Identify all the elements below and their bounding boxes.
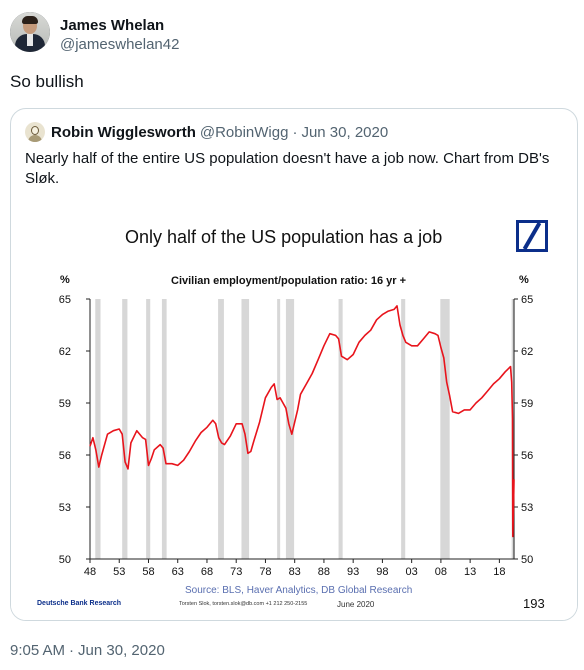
chart-footer-date: June 2020: [337, 600, 375, 609]
chart-title: Only half of the US population has a job: [125, 227, 443, 247]
recession-band: [338, 299, 343, 559]
deutsche-bank-logo-icon: [516, 220, 548, 252]
x-tick-label: 13: [464, 566, 476, 578]
series-line-employment-ratio: [89, 305, 515, 538]
tweet-timestamp[interactable]: 9:05 AM · Jun 30, 2020: [10, 642, 165, 659]
chart-image[interactable]: 65 65 62 62 59 59 56 56 53 53 50 50 48 53 58 63 68 73 78 83…: [11, 203, 577, 620]
x-tick-label: 78: [259, 566, 271, 578]
tweet-header: James Whelan @jameswhelan42: [10, 12, 570, 58]
chart-footer-publisher: Deutsche Bank Research: [37, 600, 122, 607]
x-tick-label: 08: [435, 566, 447, 578]
y-tick-label-left: 53: [59, 502, 71, 514]
recession-band: [401, 299, 406, 559]
y-tick-label-left: 65: [59, 294, 71, 306]
y-tick-label-right: 59: [521, 398, 533, 410]
x-tick-label: 58: [142, 566, 154, 578]
y-axis-unit-right: %: [519, 274, 529, 286]
x-tick-label: 53: [113, 566, 125, 578]
chart-subtitle: Civilian employment/population ratio: 16…: [171, 275, 407, 287]
author-name-block[interactable]: James Whelan @jameswhelan42: [60, 16, 179, 55]
author-handle[interactable]: @jameswhelan42: [60, 36, 180, 53]
recession-band: [146, 299, 151, 559]
y-tick-label-left: 59: [59, 398, 71, 410]
quoted-separator: ·: [292, 123, 298, 141]
y-tick-label-right: 62: [521, 346, 533, 358]
quoted-display-name: Robin Wigglesworth: [51, 123, 196, 141]
x-tick-label: 03: [406, 566, 418, 578]
quoted-tweet[interactable]: Robin Wigglesworth @RobinWigg · Jun 30, …: [10, 108, 578, 621]
chart-page-number: 193: [523, 596, 545, 611]
y-tick-label-left: 50: [59, 554, 71, 566]
quoted-handle: @RobinWigg: [199, 123, 289, 141]
chart-footer-contact: Torsten Slok, torsten.slok@db.com +1 212…: [179, 601, 308, 607]
timestamp-separator: ·: [69, 642, 75, 659]
quoted-avatar: [25, 122, 45, 142]
quoted-header: Robin Wigglesworth @RobinWigg · Jun 30, …: [25, 121, 388, 143]
x-tick-label: 63: [172, 566, 184, 578]
y-tick-label-right: 53: [521, 502, 533, 514]
x-tick-label: 93: [347, 566, 359, 578]
x-tick-label: 73: [230, 566, 242, 578]
recession-band: [218, 299, 224, 559]
recession-band: [440, 299, 450, 559]
recession-band: [241, 299, 250, 559]
chart-source: Source: BLS, Haver Analytics, DB Global …: [185, 585, 413, 596]
y-tick-label-left: 62: [59, 346, 71, 358]
quoted-text: Nearly half of the entire US population …: [25, 150, 550, 187]
recession-band: [95, 299, 101, 559]
chart-svg: 65 65 62 62 59 59 56 56 53 53 50 50 48 53 58 63 68 73 78 83…: [59, 294, 534, 578]
recession-band: [277, 299, 281, 559]
y-axis-unit-left: %: [60, 274, 70, 286]
x-tick-label: 18: [493, 566, 505, 578]
x-tick-label: 68: [201, 566, 213, 578]
y-tick-label-left: 56: [59, 450, 71, 462]
x-tick-label: 98: [376, 566, 388, 578]
x-tick-label: 83: [289, 566, 301, 578]
y-tick-label-right: 50: [521, 554, 533, 566]
tweet-text: So bullish: [10, 72, 84, 91]
recession-band: [161, 299, 167, 559]
x-tick-label: 48: [84, 566, 96, 578]
author-display-name[interactable]: James Whelan: [60, 17, 165, 34]
author-avatar[interactable]: [10, 12, 50, 52]
quoted-date: Jun 30, 2020: [301, 123, 389, 141]
timestamp-date: Jun 30, 2020: [78, 642, 165, 659]
y-tick-label-right: 65: [521, 294, 533, 306]
x-tick-label: 88: [318, 566, 330, 578]
y-tick-label-right: 56: [521, 450, 533, 462]
timestamp-time: 9:05 AM: [10, 642, 66, 659]
recession-band: [122, 299, 128, 559]
